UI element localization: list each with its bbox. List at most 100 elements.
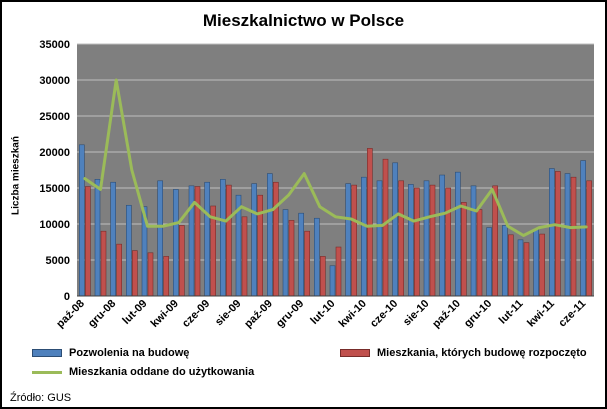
bar-series-1 (476, 209, 483, 297)
y-tick-label: 20000 (39, 147, 70, 159)
bar-series-1 (414, 187, 420, 297)
y-tick-label: 10000 (39, 219, 70, 231)
x-tick-label: cze-10 (368, 298, 400, 330)
y-tick-label: 35000 (39, 39, 70, 51)
bar-series-0 (251, 183, 257, 297)
bar-series-1 (226, 184, 232, 297)
bar-series-0 (502, 225, 508, 297)
bar-series-1 (100, 230, 107, 297)
bar-series-0 (157, 180, 163, 297)
bar-series-0 (204, 181, 210, 297)
bar-series-1 (132, 250, 138, 297)
bar-series-0 (314, 217, 320, 297)
y-tick-label: 5000 (46, 255, 70, 267)
bar-series-0 (486, 227, 492, 297)
bar-series-0 (533, 229, 539, 297)
x-tick-label: gru-09 (274, 298, 306, 330)
y-tick-label: 25000 (39, 111, 70, 123)
bar-series-0 (470, 185, 477, 297)
bar-series-1 (539, 233, 545, 297)
bar-series-1 (429, 184, 436, 297)
bar-series-0 (173, 189, 179, 297)
bar-series-0 (439, 174, 445, 297)
x-tick-label: paź-09 (242, 298, 275, 331)
bar-series-1 (320, 256, 326, 297)
bar-series-1 (179, 225, 185, 297)
bar-series-1 (382, 158, 389, 297)
bar-series-1 (367, 148, 373, 297)
bar-series-0 (282, 209, 289, 297)
x-tick-label: cze-11 (556, 298, 588, 330)
bar-series-1 (288, 220, 295, 297)
bar-series-1 (586, 180, 592, 297)
source-note: Źródło: GUS (10, 392, 72, 404)
legend-swatch-starts-bar (340, 349, 370, 357)
legend: Pozwolenia na budowę Mieszkania, których… (2, 345, 605, 383)
bar-series-1 (304, 230, 310, 297)
bar-series-0 (329, 265, 336, 297)
bar-series-0 (345, 183, 351, 297)
legend-item-completions: Mieszkania oddane do użytkowania (32, 366, 254, 378)
bar-series-1 (461, 202, 467, 297)
chart-plot: 0 5000 10000 15000 20000 25000 30000 35000 paź-0… (39, 39, 594, 331)
x-tick-label: paź-10 (430, 298, 463, 331)
bar-series-0 (361, 176, 367, 297)
legend-label-completions: Mieszkania oddane do użytkowania (69, 366, 255, 378)
bar-series-1 (335, 246, 342, 297)
bar-series-0 (267, 173, 273, 297)
x-tick-label: kwi-11 (525, 298, 557, 330)
bar-series-0 (564, 173, 571, 297)
bar-series-0 (126, 204, 132, 297)
legend-swatch-permits-bar (32, 349, 62, 357)
bar-series-1 (555, 171, 561, 297)
bar-series-1 (147, 252, 154, 297)
legend-swatch-completions-line (32, 370, 62, 374)
bar-series-0 (298, 212, 304, 297)
bar-series-0 (79, 144, 85, 297)
plot-area-bg (77, 44, 594, 296)
x-tick-label: gru-08 (86, 298, 118, 330)
bar-series-0 (94, 179, 101, 297)
bar-series-0 (455, 171, 461, 297)
line-series (83, 78, 588, 237)
x-tick-label: kwi-09 (149, 298, 181, 330)
bar-series-1 (523, 242, 530, 297)
y-tick-label: 0 (64, 291, 70, 303)
x-tick-label: lut-11 (497, 298, 526, 327)
y-tick-label: 15000 (39, 183, 70, 195)
bar-series-1 (257, 194, 263, 297)
x-tick-label: lut-09 (120, 298, 149, 327)
bar-series-0 (423, 180, 430, 297)
legend-row-2: Mieszkania oddane do użytkowania (2, 364, 605, 383)
bar-series-1 (163, 256, 169, 297)
bar-series-0 (110, 181, 116, 297)
bar-series-1 (570, 176, 577, 297)
legend-label-permits: Pozwolenia na budowę (69, 347, 190, 359)
x-tick-label: cze-09 (180, 298, 212, 330)
x-tick-label: kwi-10 (337, 298, 369, 330)
bar-series-0 (220, 179, 226, 297)
bar-series-1 (445, 187, 451, 297)
bar-series-1 (116, 243, 122, 297)
legend-item-starts: Mieszkania, których budowę rozpoczęto (340, 347, 587, 359)
x-tick-label: sie-10 (401, 298, 432, 329)
bar-series-1 (273, 181, 279, 297)
x-tick-label: sie-09 (213, 298, 244, 329)
bar-series-0 (392, 162, 398, 297)
y-tick-label: 30000 (39, 75, 70, 87)
x-tick-label: lut-10 (308, 298, 337, 327)
bar-series-0 (408, 184, 414, 297)
legend-row-1: Pozwolenia na budowę Mieszkania, których… (2, 345, 605, 364)
bar-series-0 (376, 180, 383, 297)
legend-item-permits: Pozwolenia na budowę (32, 347, 189, 359)
bar-series-1 (85, 186, 91, 297)
bar-series-1 (351, 184, 357, 297)
x-tick-label: paź-08 (54, 298, 87, 331)
bar-series-0 (549, 168, 555, 297)
bar-series-1 (398, 180, 404, 297)
bar-series-1 (241, 216, 248, 297)
legend-label-starts: Mieszkania, których budowę rozpoczęto (377, 347, 587, 359)
x-tick-label: gru-10 (462, 298, 494, 330)
bar-series-1 (508, 234, 514, 297)
